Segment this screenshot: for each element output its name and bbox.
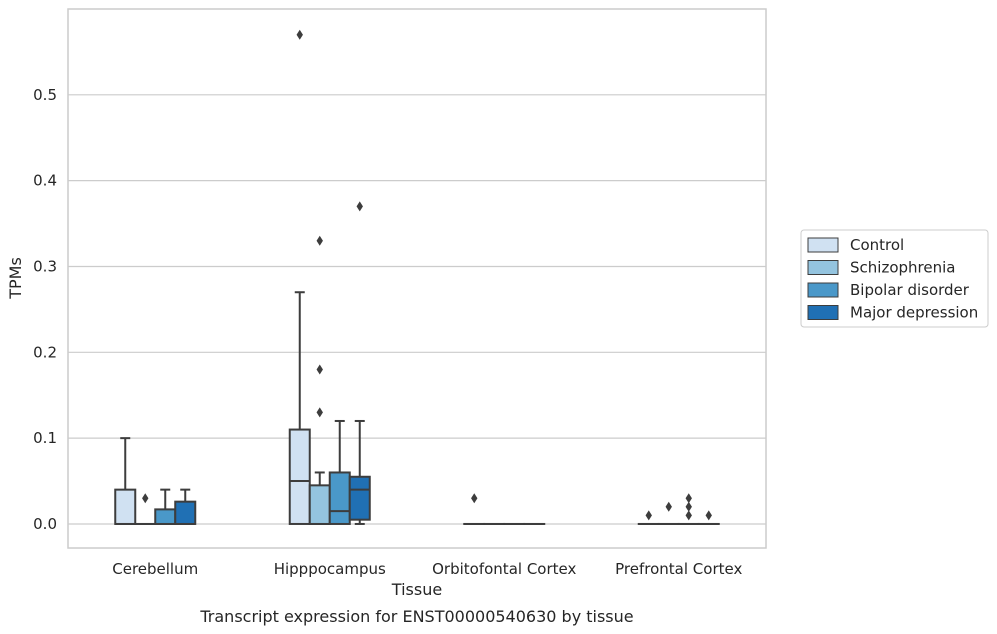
x-tick-label: Cerebellum bbox=[112, 560, 198, 578]
box bbox=[348, 475, 371, 521]
y-tick-label: 0.0 bbox=[33, 515, 57, 533]
legend-swatch bbox=[807, 282, 839, 298]
legend-swatch bbox=[807, 305, 839, 320]
legend-swatch bbox=[807, 260, 839, 275]
legend-frame bbox=[800, 229, 989, 328]
legend-swatch bbox=[807, 237, 839, 253]
box bbox=[174, 500, 197, 525]
plot-frame bbox=[67, 8, 767, 549]
outlier-point bbox=[685, 510, 692, 521]
legend: Control Schizophrenia Bipolar disorder Majo… bbox=[800, 229, 989, 328]
outlier-point bbox=[296, 29, 303, 40]
outlier-point bbox=[685, 501, 692, 512]
box-group bbox=[174, 488, 197, 525]
outlier-point bbox=[316, 364, 323, 375]
outlier-point bbox=[316, 235, 323, 246]
y-tick-label: 0.3 bbox=[33, 257, 57, 275]
box-group bbox=[697, 510, 720, 525]
x-axis-label: Tissue bbox=[391, 580, 442, 599]
x-tick-label: Prefrontal Cortex bbox=[615, 560, 742, 578]
outlier-point bbox=[645, 510, 652, 521]
legend-label: Schizophrenia bbox=[850, 259, 955, 277]
outlier-point bbox=[142, 493, 149, 504]
box bbox=[308, 484, 331, 525]
legend-label: Control bbox=[850, 236, 904, 254]
box-group bbox=[308, 235, 331, 525]
box-group bbox=[114, 437, 137, 525]
box bbox=[154, 508, 177, 525]
box-group bbox=[288, 29, 311, 525]
y-tick-label: 0.2 bbox=[33, 343, 57, 361]
legend-label: Major depression bbox=[850, 304, 978, 322]
boxes bbox=[114, 29, 720, 525]
outlier-point bbox=[705, 510, 712, 521]
box bbox=[328, 471, 351, 525]
legend-label: Bipolar disorder bbox=[850, 281, 970, 299]
outlier-point bbox=[665, 501, 672, 512]
y-tick-labels: 0.0 0.1 0.2 0.3 0.4 0.5 bbox=[33, 86, 57, 533]
box-group bbox=[348, 201, 371, 525]
outlier-point bbox=[316, 407, 323, 418]
y-tick-label: 0.4 bbox=[33, 172, 57, 190]
x-tick-labels: Cerebellum Hipppocampus Orbitofontal Corte… bbox=[112, 560, 742, 578]
plot-background bbox=[68, 9, 766, 548]
outlier-point bbox=[356, 201, 363, 212]
y-tick-label: 0.5 bbox=[33, 86, 57, 104]
outlier-point bbox=[685, 493, 692, 504]
box bbox=[114, 488, 137, 525]
y-tick-label: 0.1 bbox=[33, 429, 57, 447]
x-tick-label: Hipppocampus bbox=[274, 560, 386, 578]
outlier-point bbox=[471, 493, 478, 504]
x-tick-label: Orbitofontal Cortex bbox=[432, 560, 576, 578]
box bbox=[288, 428, 311, 525]
chart-caption: Transcript expression for ENST0000054063… bbox=[199, 607, 633, 626]
y-axis-label: TPMs bbox=[6, 257, 25, 300]
